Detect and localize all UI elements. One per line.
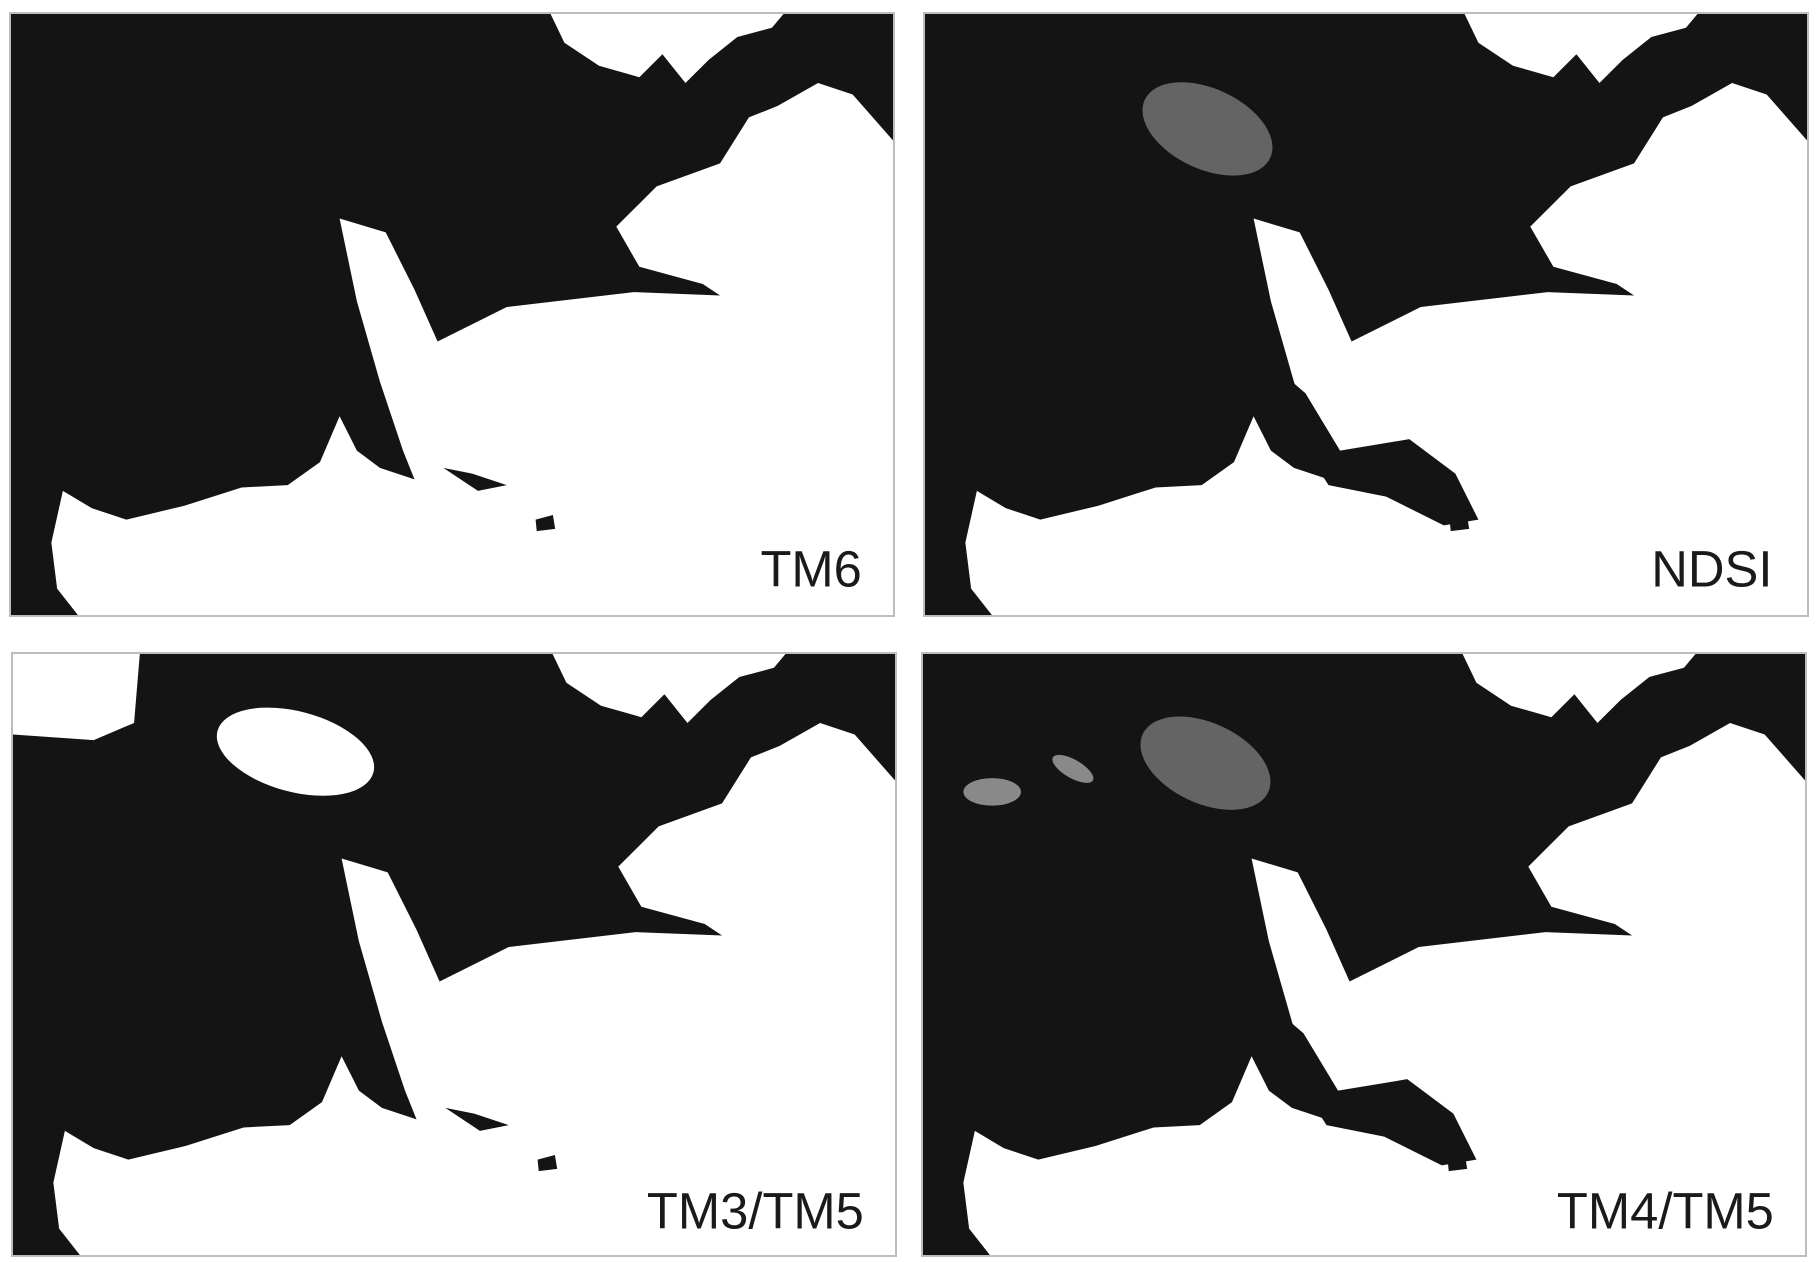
panel-label: TM6 bbox=[760, 540, 861, 597]
panel-label: TM4/TM5 bbox=[1557, 1183, 1774, 1240]
map: TM3/TM5 bbox=[13, 654, 895, 1255]
map: NDSI bbox=[925, 14, 1807, 615]
map: TM6 bbox=[11, 14, 893, 615]
panel-label: NDSI bbox=[1651, 540, 1772, 597]
panel: TM3/TM5 bbox=[11, 652, 897, 1257]
figure: TM6 NDSI TM3/TM5 TM4/TM5 (() => { const … bbox=[0, 0, 1818, 1262]
panel: NDSI bbox=[923, 12, 1809, 617]
panel-label: TM3/TM5 bbox=[647, 1183, 864, 1240]
map: TM4/TM5 bbox=[923, 654, 1805, 1255]
panel: TM4/TM5 bbox=[921, 652, 1807, 1257]
panel: TM6 bbox=[9, 12, 895, 617]
